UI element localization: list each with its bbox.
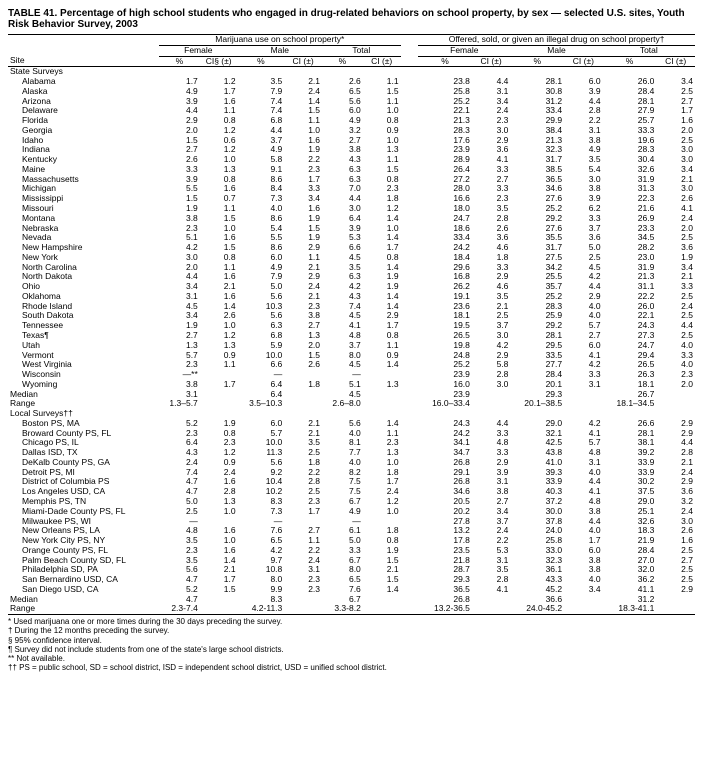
value-cell: 1.3	[363, 380, 401, 390]
col-pct: %	[159, 56, 200, 67]
data-table: Marijuana use on school property* Offere…	[8, 34, 695, 615]
value-cell	[656, 595, 695, 605]
value-cell: 18.3-41.1	[603, 604, 657, 614]
value-cell	[656, 399, 695, 409]
col-pct: %	[510, 56, 564, 67]
value-cell: 2.6–8.0	[322, 399, 363, 409]
table-title: TABLE 41. Percentage of high school stud…	[8, 8, 695, 30]
value-cell: 3.0	[472, 380, 511, 390]
site-cell: Range	[8, 604, 159, 614]
col-ci: CI (±)	[564, 56, 603, 67]
value-cell: 18.1–34.5	[603, 399, 657, 409]
value-cell: 2.3-7.4	[159, 604, 200, 614]
value-cell: 1.4	[363, 360, 401, 370]
table-header: Marijuana use on school property* Offere…	[8, 35, 695, 67]
col-pct: %	[322, 56, 363, 67]
value-cell	[363, 390, 401, 400]
value-cell	[200, 399, 238, 409]
value-cell	[472, 604, 511, 614]
value-cell	[284, 604, 322, 614]
footnote-line: ¶ Survey did not include students from o…	[8, 645, 695, 654]
value-cell: 13.2-36.5	[418, 604, 472, 614]
footnote-line: * Used marijuana one or more times durin…	[8, 617, 695, 626]
value-cell	[564, 595, 603, 605]
col-ci: CI (±)	[472, 56, 511, 67]
value-cell: 1.1	[200, 360, 238, 370]
header-group-a: Marijuana use on school property*	[159, 35, 401, 46]
value-cell: 1.7	[200, 380, 238, 390]
value-cell: 1.7	[284, 507, 322, 517]
value-cell	[363, 604, 401, 614]
col-pct: %	[238, 56, 285, 67]
value-cell	[284, 390, 322, 400]
value-cell: 1.8	[284, 380, 322, 390]
header-group-b: Offered, sold, or given an illegal drug …	[418, 35, 695, 46]
col-ci: CI (±)	[656, 56, 695, 67]
value-cell: 2.3	[284, 585, 322, 595]
footnote-line: †† PS = public school, SD = school distr…	[8, 663, 695, 672]
value-cell: 3.4	[564, 585, 603, 595]
col-ci: CI§ (±)	[200, 56, 238, 67]
value-cell	[564, 399, 603, 409]
value-cell: 4.2-11.3	[238, 604, 285, 614]
footnote-line: † During the 12 months preceding the sur…	[8, 626, 695, 635]
value-cell: 2.9	[656, 585, 695, 595]
value-cell	[363, 399, 401, 409]
sub-male-a: Male	[238, 45, 322, 56]
footnote-line: § 95% confidence interval.	[8, 636, 695, 645]
value-cell: 3.3-8.2	[322, 604, 363, 614]
site-header: Site	[8, 56, 159, 67]
value-cell: 2.0	[656, 380, 695, 390]
sub-female-a: Female	[159, 45, 238, 56]
value-cell	[363, 595, 401, 605]
value-cell: 3.1	[564, 380, 603, 390]
value-cell: 1.5	[200, 585, 238, 595]
value-cell: 1.3–5.7	[159, 399, 200, 409]
value-cell: 4.1	[472, 585, 511, 595]
value-cell: 2.6	[284, 360, 322, 370]
value-cell: 20.1–38.5	[510, 399, 564, 409]
footnote-line: ** Not available.	[8, 654, 695, 663]
sub-female-b: Female	[418, 45, 510, 56]
table-body: State SurveysAlabama1.71.23.52.12.61.123…	[8, 67, 695, 615]
value-cell: 1.0	[200, 507, 238, 517]
col-ci: CI (±)	[284, 56, 322, 67]
sub-male-b: Male	[510, 45, 602, 56]
value-cell	[656, 390, 695, 400]
value-cell: 24.0-45.2	[510, 604, 564, 614]
value-cell	[472, 595, 511, 605]
value-cell	[284, 399, 322, 409]
value-cell: 3.5–10.3	[238, 399, 285, 409]
sub-total-b: Total	[603, 45, 695, 56]
col-ci: CI (±)	[363, 56, 401, 67]
sub-total-a: Total	[322, 45, 401, 56]
value-cell	[564, 390, 603, 400]
value-cell	[472, 399, 511, 409]
value-cell	[200, 595, 238, 605]
col-pct: %	[418, 56, 472, 67]
value-cell: 1.0	[363, 507, 401, 517]
value-cell	[656, 604, 695, 614]
value-cell	[284, 595, 322, 605]
footnotes: * Used marijuana one or more times durin…	[8, 617, 695, 672]
value-cell: 16.0–33.4	[418, 399, 472, 409]
value-cell	[200, 604, 238, 614]
value-cell: 1.4	[363, 585, 401, 595]
col-pct: %	[603, 56, 657, 67]
value-cell	[472, 390, 511, 400]
value-cell	[564, 604, 603, 614]
value-cell	[200, 390, 238, 400]
